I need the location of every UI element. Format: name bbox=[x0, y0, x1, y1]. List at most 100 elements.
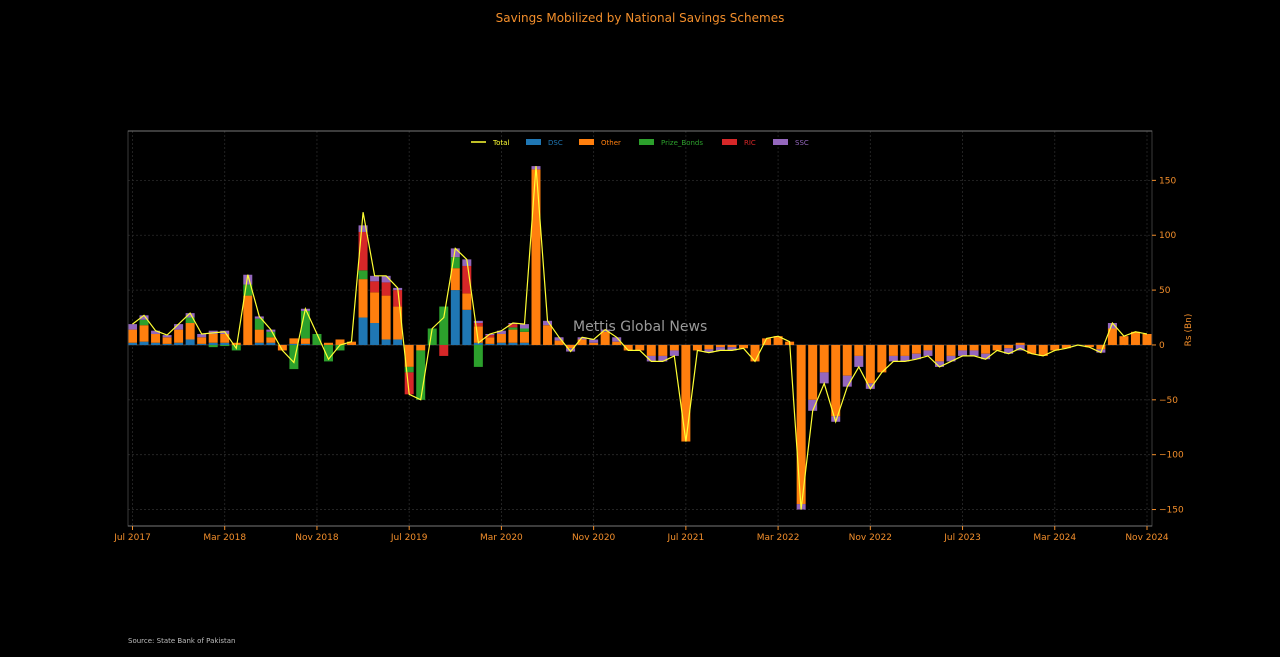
y-tick-label: 150 bbox=[1159, 176, 1176, 186]
bar-segment-other bbox=[635, 344, 645, 351]
bar-segment-dsc bbox=[208, 342, 218, 345]
bar-segment-other bbox=[323, 342, 333, 345]
bar-segment-dsc bbox=[162, 343, 172, 345]
x-tick-label: Jul 2021 bbox=[667, 533, 705, 543]
bar-segment-ssc bbox=[381, 275, 391, 283]
bar-segment-ssc bbox=[473, 320, 483, 324]
bar-segment-ssc bbox=[543, 320, 553, 326]
bar-segment-other bbox=[1050, 344, 1060, 351]
bar-segment-ssc bbox=[981, 353, 991, 360]
bar-segment-ssc bbox=[969, 350, 979, 356]
legend-label-prize-bonds: Prize_Bonds bbox=[661, 139, 703, 147]
bar-segment-ric bbox=[485, 335, 495, 338]
bar-segment-prize-bonds bbox=[139, 319, 149, 326]
bar-segment-ssc bbox=[669, 350, 679, 356]
bar-segment-ssc bbox=[589, 339, 599, 343]
bar-segment-other bbox=[796, 344, 806, 505]
bar-segment-other bbox=[900, 344, 910, 356]
bar-segment-other bbox=[358, 279, 368, 318]
bar-segment-other bbox=[623, 344, 633, 351]
bar-segment-other bbox=[416, 344, 426, 351]
bar-segment-other bbox=[1004, 344, 1014, 349]
bar-segment-other bbox=[600, 331, 610, 345]
bar-segment-other bbox=[981, 344, 991, 354]
bar-segment-ssc bbox=[808, 399, 818, 411]
y-tick-label: −100 bbox=[1159, 451, 1184, 461]
grid-lines bbox=[128, 131, 1152, 526]
bar-segment-other bbox=[462, 293, 472, 310]
bar-segment-ssc bbox=[197, 333, 207, 338]
bar-segment-dsc bbox=[370, 323, 380, 345]
legend-swatch-ssc bbox=[773, 139, 788, 145]
bar-segment-other bbox=[554, 340, 564, 345]
bar-segment-other bbox=[669, 344, 679, 351]
bar-segment-prize-bonds bbox=[289, 344, 299, 370]
bar-segment-other bbox=[819, 344, 829, 373]
bar-segment-dsc bbox=[485, 343, 495, 345]
legend-swatch-ric bbox=[722, 139, 737, 145]
x-tick-label: Mar 2024 bbox=[1033, 533, 1076, 543]
bar-segment-ssc bbox=[934, 361, 944, 367]
bar-segment-ssc bbox=[496, 330, 506, 334]
bar-segment-other bbox=[1107, 328, 1117, 345]
bar-segment-ssc bbox=[600, 329, 610, 332]
bar-segment-ssc bbox=[370, 275, 380, 282]
bar-segment-other bbox=[1038, 344, 1048, 356]
bar-segment-prize-bonds bbox=[323, 344, 333, 362]
bar-segment-dsc bbox=[151, 342, 161, 345]
x-tick-label: Nov 2018 bbox=[295, 533, 339, 543]
x-tick-label: Jul 2019 bbox=[390, 533, 428, 543]
bar-segment-other bbox=[508, 329, 518, 343]
total-line-group bbox=[132, 166, 1148, 510]
x-tick-label: Mar 2022 bbox=[757, 533, 800, 543]
bar-segment-other bbox=[854, 344, 864, 356]
bar-segment-ssc bbox=[958, 350, 968, 356]
bar-segment-other bbox=[1061, 344, 1071, 349]
bar-segment-ssc bbox=[865, 383, 875, 389]
bar-segment-prize-bonds bbox=[335, 344, 345, 351]
legend-label-dsc: DSC bbox=[548, 139, 563, 147]
bar-segment-other bbox=[1142, 333, 1152, 345]
bar-segment-other bbox=[992, 344, 1002, 351]
bar-segment-other bbox=[335, 339, 345, 345]
bar-segment-other bbox=[681, 344, 691, 442]
bar-segment-other bbox=[612, 341, 622, 345]
y-tick-label: 50 bbox=[1159, 286, 1171, 296]
bar-segment-other bbox=[300, 338, 310, 344]
bar-segment-other bbox=[473, 326, 483, 343]
bar-segment-ssc bbox=[358, 225, 368, 232]
bar-segment-other bbox=[139, 325, 149, 342]
bar-segment-dsc bbox=[462, 309, 472, 345]
bar-segment-ssc bbox=[554, 337, 564, 341]
bar-segment-other bbox=[254, 329, 264, 343]
bar-segment-other bbox=[762, 338, 772, 345]
x-tick-label: Nov 2022 bbox=[849, 533, 892, 543]
bar-segment-prize-bonds bbox=[473, 344, 483, 367]
bar-segment-dsc bbox=[220, 342, 230, 345]
bar-segment-ssc bbox=[243, 274, 253, 285]
bar-segment-other bbox=[381, 295, 391, 340]
bar-segment-ssc bbox=[842, 375, 852, 387]
bar-segment-dsc bbox=[139, 341, 149, 345]
bar-segment-prize-bonds bbox=[519, 328, 529, 332]
bar-segment-other bbox=[865, 344, 875, 384]
bar-segment-other bbox=[404, 344, 414, 367]
bar-segment-dsc bbox=[473, 342, 483, 345]
bar-segment-ssc bbox=[923, 350, 933, 356]
bar-segment-other bbox=[1130, 331, 1140, 345]
bar-segment-other bbox=[485, 337, 495, 344]
bar-segment-ric bbox=[462, 265, 472, 294]
bar-segment-ssc bbox=[128, 324, 137, 330]
legend-label-ric: RIC bbox=[744, 139, 756, 147]
bar-segment-other bbox=[128, 329, 137, 343]
bar-segment-other bbox=[704, 344, 714, 350]
bar-segment-other bbox=[842, 344, 852, 376]
bar-segment-other bbox=[692, 344, 702, 351]
x-tick-label: Jul 2017 bbox=[113, 533, 151, 543]
bar-segment-dsc bbox=[508, 342, 518, 345]
bar-segment-other bbox=[289, 338, 299, 344]
bar-segment-ssc bbox=[566, 348, 576, 352]
bar-segment-prize-bonds bbox=[450, 257, 460, 269]
y-tick-label: 100 bbox=[1159, 231, 1176, 241]
bar-segment-ssc bbox=[900, 355, 910, 362]
